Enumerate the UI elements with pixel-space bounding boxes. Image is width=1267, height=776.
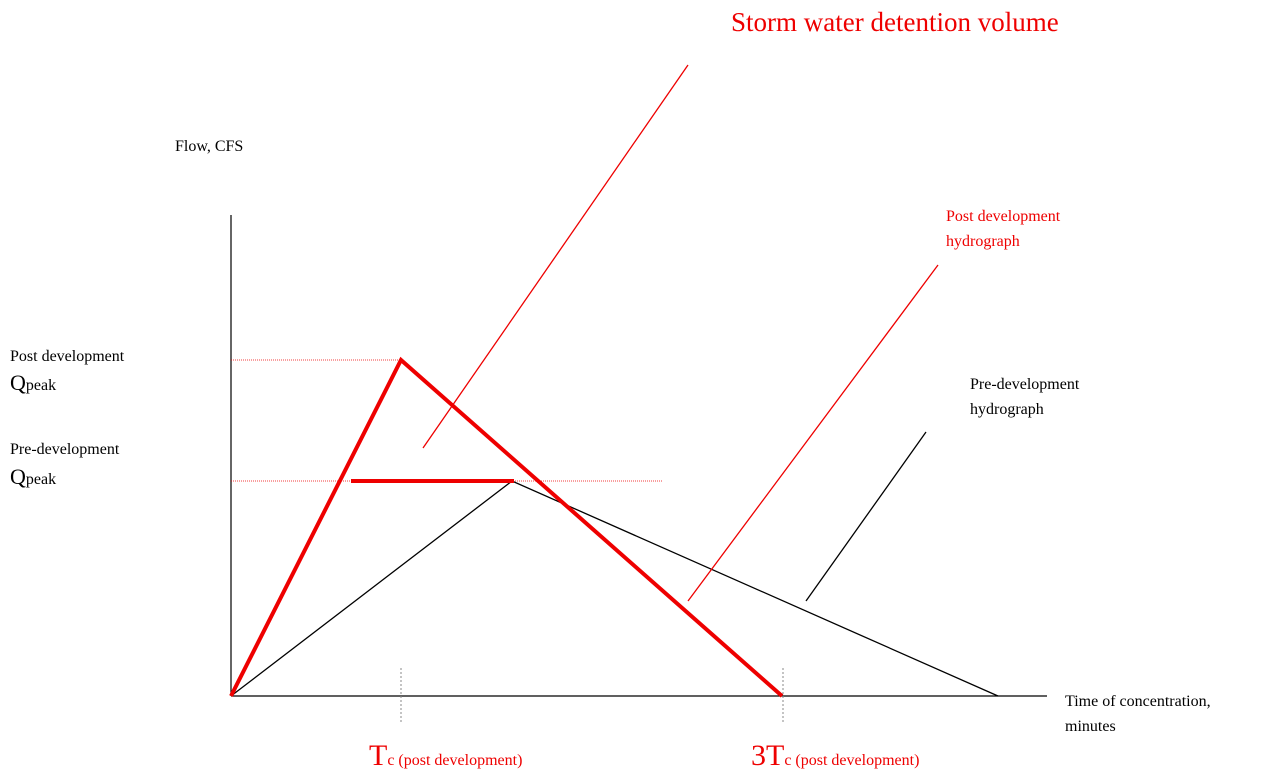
pre-qpeak-label: Qpeak [10, 464, 56, 489]
peak: peak [26, 377, 56, 394]
pre-qpeak-label: Pre-development [10, 441, 120, 458]
x-mark-label: 3Tc (post development) [751, 739, 919, 772]
title: Storm water detention volume [731, 7, 1059, 37]
pre-hydrograph [230, 480, 999, 697]
sub: c (post development) [387, 752, 522, 769]
main: T [369, 739, 387, 772]
post-qpeak-label: Post development [10, 348, 125, 365]
post-hydrograph [229, 356, 784, 698]
leader [805, 431, 927, 602]
main: 3T [751, 739, 784, 772]
post-qpeak-label: Qpeak [10, 370, 56, 395]
y-axis-label: Flow, CFS [175, 138, 243, 155]
peak: peak [26, 471, 56, 488]
x-mark-label: Tc (post development) [369, 739, 522, 772]
leader [687, 264, 939, 602]
pre-hydrograph-label: hydrograph [970, 401, 1044, 418]
post-hydrograph-label: Post development [946, 208, 1061, 225]
post-hydrograph-label: hydrograph [946, 233, 1020, 250]
q: Q [10, 370, 26, 395]
sub: c (post development) [784, 752, 919, 769]
leader [422, 64, 689, 449]
pre-hydrograph-label: Pre-development [970, 376, 1080, 393]
q: Q [10, 464, 26, 489]
x-axis-label: Time of concentration, [1065, 693, 1211, 710]
x-axis-label: minutes [1065, 718, 1116, 735]
